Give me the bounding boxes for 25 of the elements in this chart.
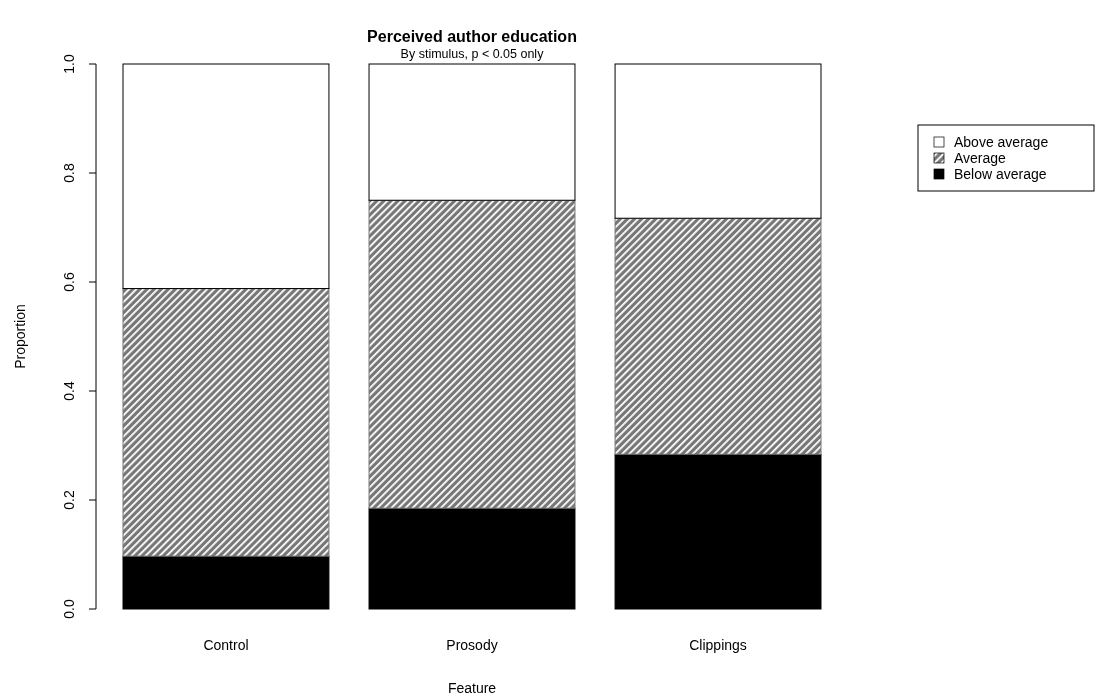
bar bbox=[122, 288, 330, 557]
y-axis-title: Proportion bbox=[12, 304, 28, 369]
bar bbox=[368, 63, 576, 201]
bar bbox=[368, 199, 576, 509]
y-tick-label: 0.2 bbox=[61, 490, 77, 510]
legend-label: Below average bbox=[954, 166, 1047, 182]
y-tick-label: 0.8 bbox=[61, 163, 77, 183]
y-tick-label: 0.4 bbox=[61, 381, 77, 401]
legend-label: Above average bbox=[954, 134, 1049, 150]
x-tick-label: Prosody bbox=[446, 637, 498, 653]
chart-title: Perceived author education bbox=[367, 28, 577, 45]
x-tick-label: Clippings bbox=[689, 637, 747, 653]
y-tick-label: 0.6 bbox=[61, 272, 77, 292]
y-tick-label: 1.0 bbox=[61, 54, 77, 74]
bar bbox=[614, 453, 822, 610]
legend-label: Average bbox=[954, 150, 1007, 166]
bar bbox=[614, 217, 822, 455]
bar bbox=[614, 63, 822, 219]
chart-subtitle: By stimulus, p < 0.05 only bbox=[400, 47, 545, 61]
bar bbox=[122, 555, 330, 610]
y-tick-label: 0.0 bbox=[61, 599, 77, 619]
bar bbox=[368, 507, 576, 610]
x-axis-title: Feature bbox=[447, 680, 497, 696]
bar bbox=[122, 63, 330, 290]
x-tick-label: Control bbox=[203, 637, 249, 653]
